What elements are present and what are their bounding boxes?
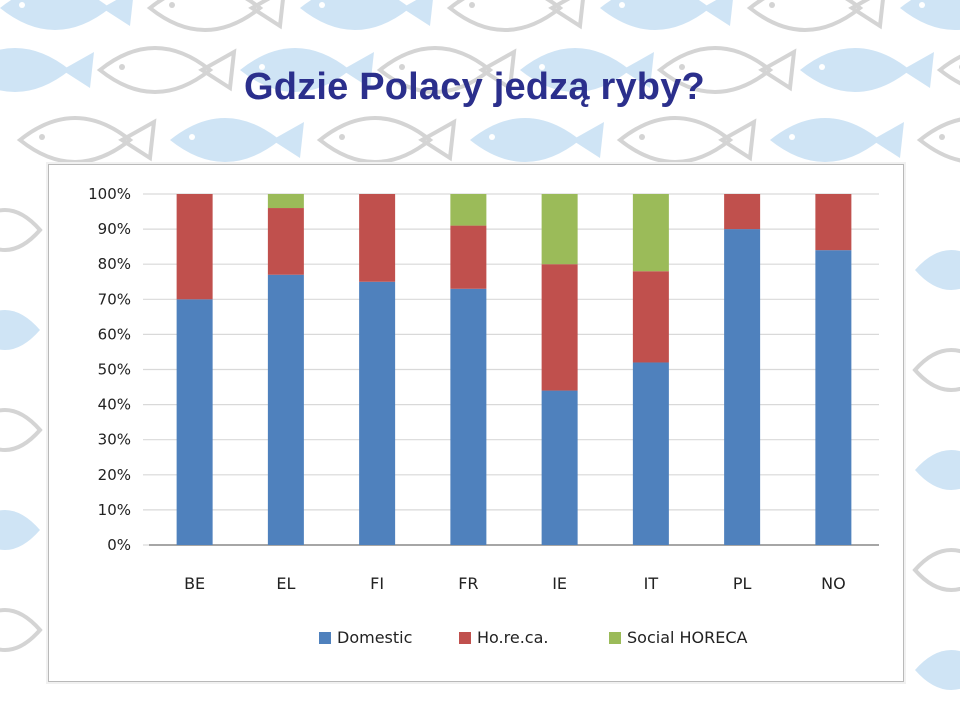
fish-icon xyxy=(800,48,934,92)
fish-icon xyxy=(170,118,304,162)
x-tick-label: NO xyxy=(821,574,846,593)
bar-segment xyxy=(359,194,396,282)
y-tick-label: 40% xyxy=(98,396,131,414)
x-tick-label: IE xyxy=(552,574,567,593)
y-tick-label: 50% xyxy=(98,361,131,379)
fish-icon xyxy=(900,0,960,30)
fish-icon xyxy=(316,116,457,164)
x-tick-label: BE xyxy=(184,574,205,593)
fish-icon xyxy=(300,0,433,30)
bar-segment xyxy=(632,271,669,363)
fish-icon xyxy=(470,118,604,162)
bar-segment xyxy=(815,194,852,251)
bar-segment xyxy=(632,194,669,272)
y-tick-label: 30% xyxy=(98,431,131,449)
legend-swatch xyxy=(319,632,331,644)
bar-segment xyxy=(632,362,669,545)
fish-icon xyxy=(0,408,43,452)
bar-segment xyxy=(267,208,304,275)
y-tick-label: 60% xyxy=(98,325,131,343)
fish-icon xyxy=(0,48,94,92)
bar-segment xyxy=(267,194,304,209)
fish-icon xyxy=(446,0,585,32)
bar-segment xyxy=(724,194,761,230)
page-title: Gdzie Polacy jedzą ryby? xyxy=(244,66,705,108)
fish-icon xyxy=(0,310,40,350)
x-tick-label: FR xyxy=(458,574,478,593)
fish-icon xyxy=(616,116,757,164)
y-tick-label: 80% xyxy=(98,255,131,273)
y-tick-label: 20% xyxy=(98,466,131,484)
legend-label: Social HORECA xyxy=(627,628,748,647)
fish-icon xyxy=(915,650,960,690)
x-tick-label: FI xyxy=(370,574,384,593)
fish-icon xyxy=(916,117,960,163)
x-tick-label: IT xyxy=(644,574,659,593)
y-tick-label: 70% xyxy=(98,290,131,308)
fish-icon xyxy=(240,48,374,92)
y-tick-label: 10% xyxy=(98,501,131,519)
bar-segment xyxy=(450,194,487,226)
x-tick-label: PL xyxy=(733,574,752,593)
fish-icon xyxy=(915,250,960,290)
fish-icon xyxy=(16,116,157,164)
bar-segment xyxy=(541,264,578,391)
y-tick-label: 0% xyxy=(107,536,131,554)
fish-icon xyxy=(656,46,797,94)
fish-icon xyxy=(0,608,43,652)
fish-icon xyxy=(600,0,733,30)
bar-segment xyxy=(450,288,487,545)
fish-icon xyxy=(96,46,237,94)
bar-segment xyxy=(815,250,852,545)
fish-icon xyxy=(0,0,133,30)
legend-label: Domestic xyxy=(337,628,412,647)
fish-icon xyxy=(520,48,654,92)
fish-icon xyxy=(746,0,885,32)
x-tick-label: EL xyxy=(276,574,295,593)
y-tick-label: 100% xyxy=(88,185,131,203)
bar-segment xyxy=(267,274,304,545)
legend-label: Ho.re.ca. xyxy=(477,628,548,647)
fish-icon xyxy=(0,208,43,252)
bar-segment xyxy=(450,225,487,289)
legend-swatch xyxy=(459,632,471,644)
fish-icon xyxy=(0,510,40,550)
bar-segment xyxy=(176,299,213,545)
bar-segment xyxy=(541,390,578,545)
fish-icon xyxy=(376,46,517,94)
bar-segment xyxy=(359,281,396,545)
fish-icon xyxy=(912,548,960,592)
fish-icon xyxy=(915,450,960,490)
bar-segment xyxy=(724,229,761,545)
y-tick-label: 90% xyxy=(98,220,131,238)
fish-icon xyxy=(770,118,904,162)
stacked-bar-chart: 0% 10% 20% 30% 40% 50% 60% 70% 80% 90% 100% BE EL FI F… xyxy=(88,185,879,647)
legend-swatch xyxy=(609,632,621,644)
chart-panel: 0% 10% 20% 30% 40% 50% 60% 70% 80% 90% 100% BE EL FI F… xyxy=(48,164,904,682)
fish-icon xyxy=(146,0,285,32)
bar-segment xyxy=(541,194,578,265)
fish-icon xyxy=(912,348,960,392)
fish-icon xyxy=(936,54,960,86)
bar-segment xyxy=(176,194,213,300)
